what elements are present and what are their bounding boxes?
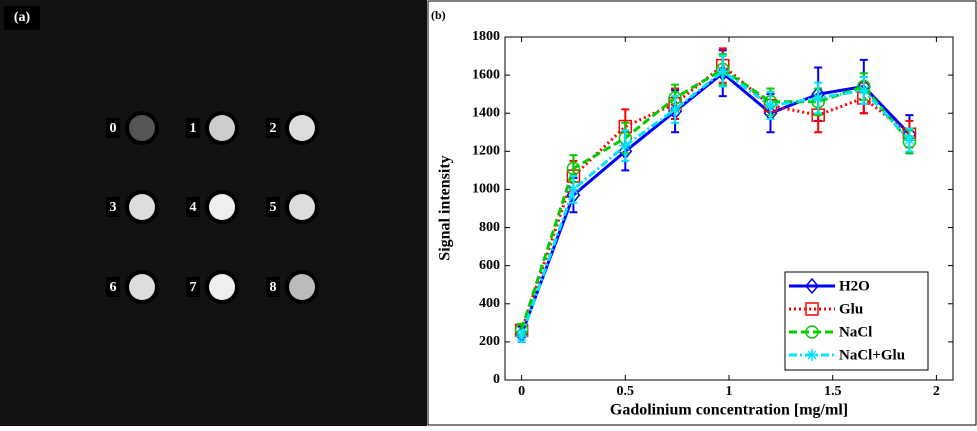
y-tick-label: 1200 bbox=[472, 144, 500, 159]
marker bbox=[857, 84, 870, 97]
sample-label: 3 bbox=[110, 200, 117, 215]
legend-label: H2O bbox=[839, 278, 870, 294]
legend-label: NaCl+Glu bbox=[839, 347, 905, 363]
tube-spot bbox=[209, 274, 235, 300]
x-tick-label: 1 bbox=[726, 384, 733, 399]
data-line bbox=[520, 69, 911, 337]
y-tick-label: 600 bbox=[479, 258, 500, 273]
sample-label-bg bbox=[106, 197, 120, 217]
tube-spot bbox=[129, 115, 155, 141]
tube-spot bbox=[289, 194, 315, 220]
tube-spot bbox=[209, 194, 235, 220]
marker bbox=[669, 103, 682, 116]
legend-marker bbox=[806, 349, 818, 361]
mri-panel: (a) 0 1 2 3 4 5 6 7 8 bbox=[0, 0, 427, 426]
y-tick-label: 800 bbox=[479, 220, 500, 235]
sample-label: 1 bbox=[190, 121, 197, 136]
x-tick-label: 1.5 bbox=[824, 384, 842, 399]
marker bbox=[716, 65, 729, 78]
marker bbox=[566, 161, 581, 176]
panel-label: (a) bbox=[14, 10, 31, 25]
sample-label-bg bbox=[186, 197, 200, 217]
legend-marker bbox=[805, 277, 819, 295]
y-tick-label: 200 bbox=[479, 334, 500, 349]
sample-label-bg bbox=[266, 118, 280, 138]
legend-marker bbox=[805, 325, 819, 339]
tube-spot bbox=[129, 274, 155, 300]
marker bbox=[619, 139, 632, 152]
y-axis-label: Signal intensity bbox=[437, 155, 454, 260]
x-tick-label: 0.5 bbox=[617, 384, 635, 399]
marker bbox=[567, 183, 580, 196]
legend-marker bbox=[805, 302, 819, 316]
y-tick-label: 1000 bbox=[472, 182, 500, 197]
sample-label-bg bbox=[266, 197, 280, 217]
marker bbox=[515, 330, 528, 343]
sample-label-bg bbox=[106, 277, 120, 297]
tube-spot bbox=[289, 274, 315, 300]
marker bbox=[812, 91, 825, 104]
tube-spot bbox=[209, 115, 235, 141]
tube-spot bbox=[289, 115, 315, 141]
y-tick-label: 1800 bbox=[472, 29, 500, 44]
sample-label-bg bbox=[266, 277, 280, 297]
y-tick-label: 400 bbox=[479, 296, 500, 311]
sample-label: 7 bbox=[190, 280, 197, 295]
legend-label: Glu bbox=[839, 301, 863, 317]
x-tick-label: 0 bbox=[518, 384, 525, 399]
x-tick-label: 2 bbox=[933, 384, 940, 399]
tube-spot bbox=[129, 194, 155, 220]
panel-label: (b) bbox=[431, 8, 446, 22]
panel-label-bg bbox=[4, 6, 40, 30]
sample-label-bg bbox=[186, 118, 200, 138]
y-tick-label: 1600 bbox=[472, 67, 500, 82]
sample-label: 5 bbox=[270, 200, 277, 215]
y-tick-label: 1400 bbox=[472, 105, 500, 120]
marker bbox=[903, 133, 916, 146]
legend-label: NaCl bbox=[839, 324, 872, 340]
sample-label: 2 bbox=[270, 121, 277, 136]
sample-label-bg bbox=[186, 277, 200, 297]
y-tick-label: 0 bbox=[493, 372, 500, 387]
x-axis-label: Gadolinium concentration [mg/ml] bbox=[610, 402, 848, 419]
sample-label: 0 bbox=[110, 121, 117, 136]
sample-label: 6 bbox=[110, 280, 117, 295]
sample-label: 4 bbox=[190, 200, 197, 215]
sample-label: 8 bbox=[270, 280, 277, 295]
marker bbox=[764, 99, 777, 112]
sample-label-bg bbox=[106, 118, 120, 138]
